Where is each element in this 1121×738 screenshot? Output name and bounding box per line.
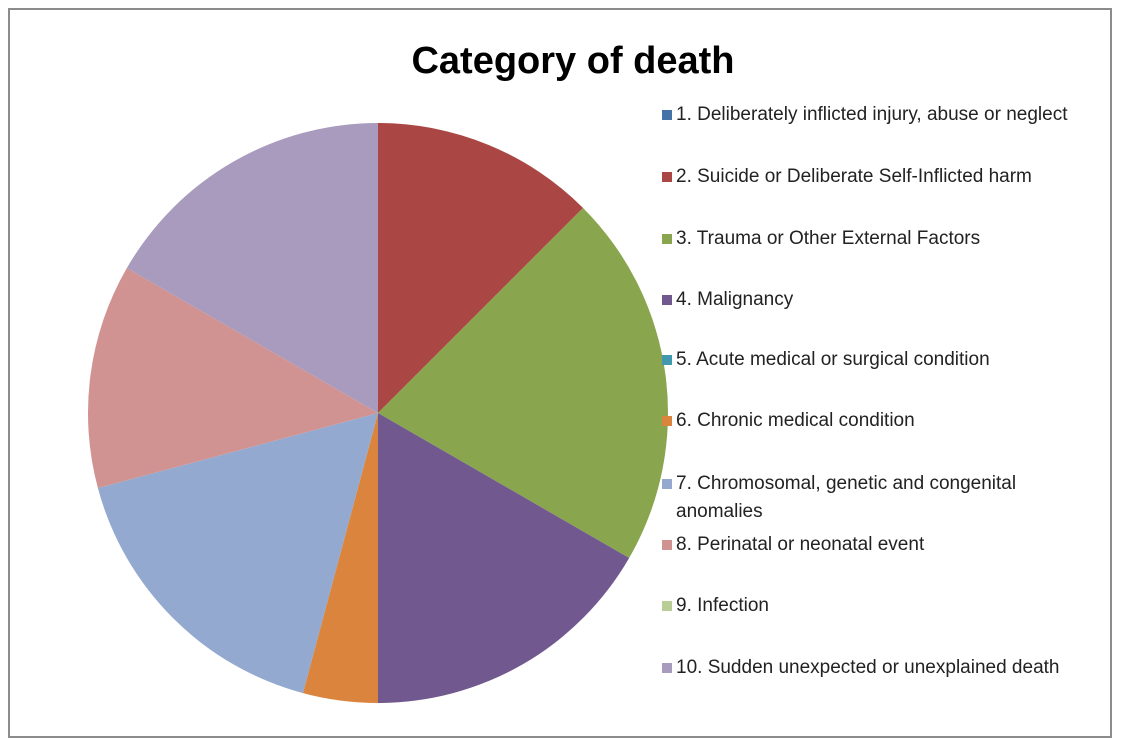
legend-item: 4. Malignancy	[662, 286, 1076, 314]
legend-item: 1. Deliberately inflicted injury, abuse …	[662, 101, 1076, 129]
legend-label: 7. Chromosomal, genetic and congenital a…	[676, 473, 1017, 522]
legend-item: 9. Infection	[662, 592, 1076, 620]
legend-swatch	[662, 110, 672, 120]
legend-item: 10. Sudden unexpected or unexplained dea…	[662, 654, 1076, 682]
legend-label: 5. Acute medical or surgical condition	[676, 349, 990, 370]
legend-label: 3. Trauma or Other External Factors	[676, 228, 981, 249]
legend-item: 6. Chronic medical condition	[662, 407, 1076, 435]
chart-title: Category of death	[411, 40, 735, 82]
pie-slice	[88, 268, 379, 489]
legend-label: 1. Deliberately inflicted injury, abuse …	[676, 104, 1068, 125]
pie-slice	[97, 413, 379, 694]
legend-label: 6. Chronic medical condition	[676, 410, 915, 431]
legend-swatch	[662, 234, 672, 244]
legend-label: 8. Perinatal or neonatal event	[676, 534, 925, 555]
legend-item: 5. Acute medical or surgical condition	[662, 346, 1076, 374]
legend-swatch	[662, 601, 672, 611]
legend-swatch	[662, 295, 672, 305]
pie-slice	[378, 123, 584, 413]
legend-label: 2. Suicide or Deliberate Self-Inflicted …	[676, 166, 1032, 187]
legend-label: 4. Malignancy	[676, 289, 794, 310]
legend-item: 2. Suicide or Deliberate Self-Inflicted …	[662, 163, 1076, 191]
pie-slice	[378, 207, 669, 558]
pie-slice	[126, 123, 378, 413]
legend-swatch	[662, 540, 672, 550]
pie-slice	[302, 413, 378, 703]
legend-item: 8. Perinatal or neonatal event	[662, 531, 1076, 559]
legend-swatch	[662, 172, 672, 182]
legend-swatch	[662, 355, 672, 365]
legend-label: 10. Sudden unexpected or unexplained dea…	[676, 657, 1060, 678]
pie-slice	[378, 413, 630, 703]
legend-item: 3. Trauma or Other External Factors	[662, 225, 1076, 253]
legend-swatch	[662, 663, 672, 673]
legend-swatch	[662, 479, 672, 489]
legend-label: 9. Infection	[676, 595, 769, 616]
legend-swatch	[662, 416, 672, 426]
legend-item: 7. Chromosomal, genetic and congenital a…	[662, 470, 1076, 526]
